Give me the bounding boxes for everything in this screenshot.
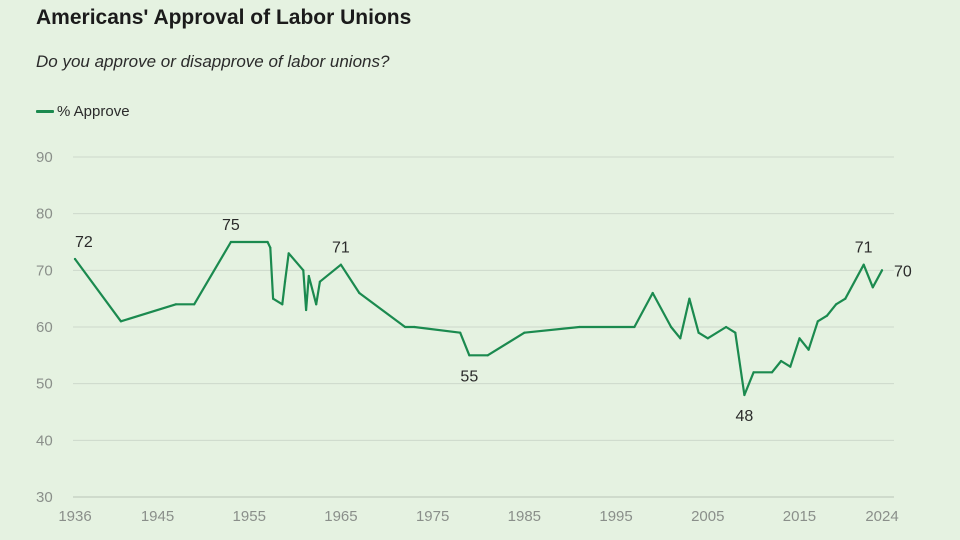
y-tick-label: 40	[36, 432, 53, 449]
y-tick-label: 90	[36, 149, 53, 166]
data-point	[404, 325, 407, 329]
data-point	[281, 303, 284, 306]
data-point	[725, 325, 728, 329]
data-label: 48	[736, 408, 754, 425]
data-label: 55	[460, 368, 478, 385]
y-tick-label: 70	[36, 262, 53, 279]
chart-legend: % Approve	[36, 103, 130, 120]
data-point	[752, 371, 755, 374]
data-point	[269, 246, 272, 249]
data-label: 72	[75, 234, 93, 251]
data-point	[688, 297, 691, 300]
data-point	[266, 240, 269, 244]
data-point	[798, 337, 801, 340]
data-point	[880, 269, 884, 272]
data-point	[697, 331, 700, 334]
data-point	[174, 303, 177, 306]
data-point	[734, 331, 737, 334]
data-label: 71	[332, 240, 350, 257]
x-tick-label: 1965	[324, 508, 357, 525]
data-point	[315, 303, 318, 306]
data-point	[835, 303, 838, 306]
y-tick-label: 50	[36, 376, 53, 393]
data-point	[780, 359, 783, 363]
data-point	[706, 337, 709, 340]
data-point	[523, 331, 526, 334]
y-tick-label: 80	[36, 206, 53, 223]
data-label: 70	[894, 263, 912, 280]
y-tick-label: 60	[36, 319, 53, 336]
data-point	[305, 308, 308, 312]
data-point	[339, 263, 342, 266]
data-point	[743, 393, 746, 397]
data-point	[578, 325, 581, 329]
data-label: 71	[855, 240, 873, 257]
data-point	[651, 291, 654, 295]
data-point	[272, 297, 275, 300]
chart-title: Americans' Approval of Labor Unions	[36, 6, 412, 29]
data-point	[871, 286, 874, 289]
data-point	[844, 297, 847, 300]
data-point	[825, 314, 829, 317]
data-point	[486, 354, 489, 357]
data-point	[789, 365, 792, 368]
data-point	[283, 280, 287, 283]
y-tick-label: 30	[36, 489, 53, 506]
data-point	[770, 371, 774, 374]
data-label: 75	[222, 217, 240, 234]
legend-label: % Approve	[57, 103, 130, 120]
data-point	[307, 274, 310, 278]
data-point	[862, 263, 865, 266]
series-line-approve	[73, 240, 884, 397]
x-tick-label: 1975	[416, 508, 449, 525]
x-tick-label: 2015	[783, 508, 816, 525]
data-point	[287, 252, 290, 255]
data-point	[193, 303, 196, 306]
data-point	[679, 337, 682, 340]
legend-swatch	[36, 110, 54, 113]
data-point	[816, 320, 819, 323]
data-point	[670, 325, 673, 329]
x-tick-label: 1985	[508, 508, 541, 525]
x-tick-label: 1955	[233, 508, 266, 525]
data-point	[73, 257, 77, 261]
data-point	[119, 320, 122, 323]
data-point	[302, 269, 305, 272]
x-tick-label: 1936	[58, 508, 91, 525]
data-point	[633, 325, 636, 329]
x-tick-label: 1945	[141, 508, 174, 525]
data-point	[413, 325, 416, 329]
x-tick-label: 2024	[865, 508, 898, 525]
data-point	[318, 280, 321, 283]
data-point	[459, 331, 462, 334]
chart-subtitle: Do you approve or disapprove of labor un…	[36, 52, 390, 71]
x-tick-label: 2005	[691, 508, 724, 525]
data-point	[807, 348, 810, 351]
data-point	[229, 240, 232, 244]
x-tick-label: 1995	[599, 508, 632, 525]
data-point	[468, 354, 471, 357]
data-point	[358, 291, 361, 295]
